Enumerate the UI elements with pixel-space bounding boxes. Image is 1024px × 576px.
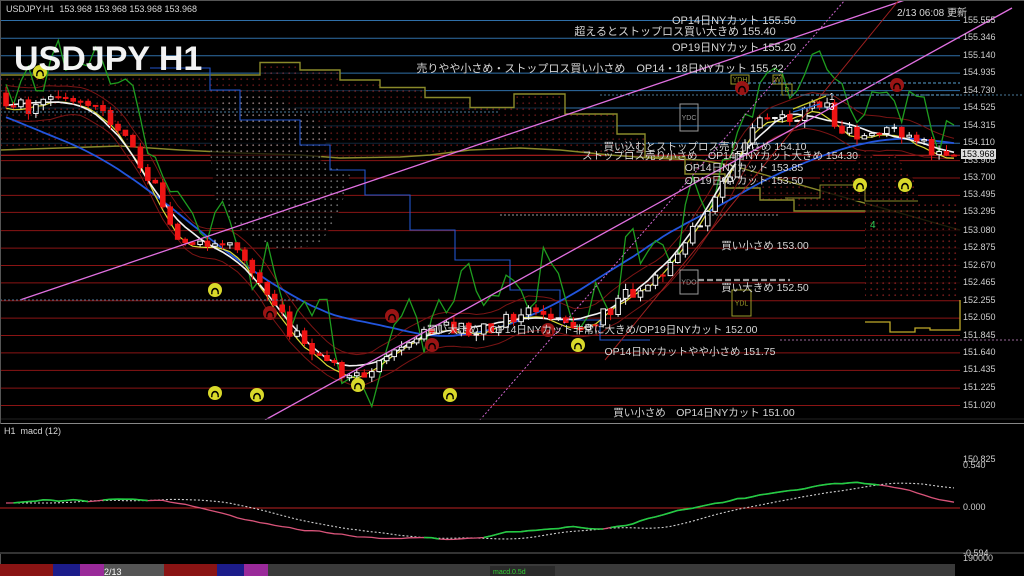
svg-text:YDO: YDO bbox=[681, 280, 697, 287]
svg-text:macd.0.5d: macd.0.5d bbox=[493, 569, 526, 576]
svg-text:2/13: 2/13 bbox=[104, 567, 122, 576]
svg-text:3: 3 bbox=[829, 102, 835, 113]
svg-text:YDC: YDC bbox=[682, 115, 697, 122]
svg-text:YDL: YDL bbox=[735, 301, 749, 308]
svg-text:D: D bbox=[784, 87, 789, 94]
svg-text:4: 4 bbox=[870, 220, 876, 231]
